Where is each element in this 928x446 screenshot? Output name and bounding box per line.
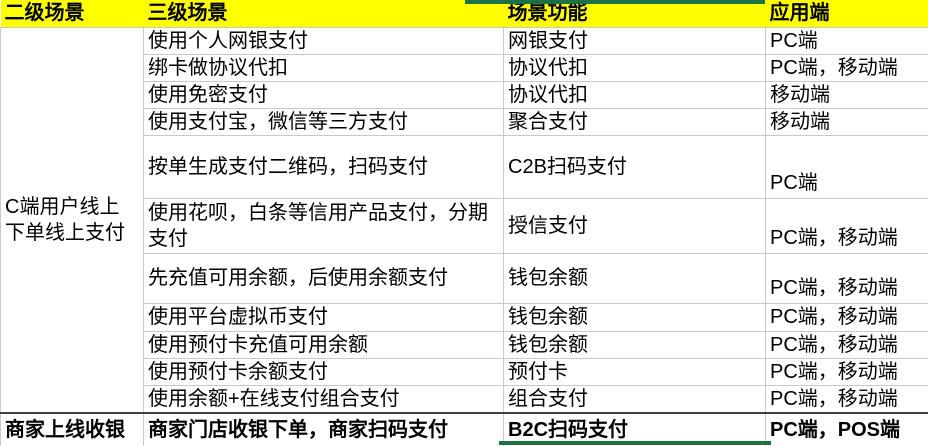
cell-application-client[interactable]: PC端，移动端 [765, 357, 928, 386]
header-tertiary-scene[interactable]: 三级场景 [143, 0, 504, 28]
cell-tertiary-scene[interactable]: 使用个人网银支付 [143, 26, 504, 55]
table-row: 先充值可用余额，后使用余额支付 钱包余额 PC端，移动端 [1, 252, 928, 304]
cell-application-client[interactable]: PC端，POS端 [765, 412, 928, 446]
cell-scene-function[interactable]: B2C扫码支付 [503, 412, 766, 446]
merged-cell-secondary-scene[interactable]: C端用户线上下单线上支付 [0, 26, 144, 414]
cell-scene-function[interactable]: 组合支付 [503, 384, 766, 414]
table-row: 按单生成支付二维码，扫码支付 C2B扫码支付 PC端 [1, 134, 928, 199]
cell-application-client[interactable]: PC端 [765, 134, 928, 199]
header-secondary-scene[interactable]: 二级场景 [0, 0, 144, 28]
cell-application-client[interactable]: PC端，移动端 [765, 53, 928, 82]
cell-application-client[interactable]: PC端 [765, 26, 928, 55]
table-row: C端用户线上下单线上支付 使用个人网银支付 网银支付 PC端 [0, 26, 928, 414]
table-row: 绑卡做协议代扣 协议代扣 PC端，移动端 [1, 53, 928, 82]
cell-scene-function[interactable]: C2B扫码支付 [503, 134, 766, 199]
green-bottom-strip [499, 441, 771, 445]
cell-tertiary-scene[interactable]: 商家门店收银下单，商家扫码支付 [143, 412, 504, 446]
table-row: 使用预付卡余额支付 预付卡 PC端，移动端 [1, 357, 928, 386]
cell-tertiary-scene[interactable]: 使用花呗，白条等信用产品支付，分期支付 [143, 197, 504, 254]
header-row: 二级场景 三级场景 场景功能 应用端 [0, 0, 928, 28]
table-row: 使用余额+在线支付组合支付 组合支付 PC端，移动端 [1, 384, 928, 414]
table-row: 使用花呗，白条等信用产品支付，分期支付 授信支付 PC端，移动端 [1, 197, 928, 254]
cell-scene-function[interactable]: 协议代扣 [503, 80, 766, 109]
header-scene-function[interactable]: 场景功能 [503, 0, 766, 28]
cell-secondary-scene[interactable]: 商家上线收银 [0, 412, 144, 446]
cell-scene-function[interactable]: 钱包余额 [503, 252, 766, 304]
cell-application-client[interactable]: PC端，移动端 [765, 302, 928, 332]
cell-scene-function[interactable]: 聚合支付 [503, 107, 766, 136]
cell-tertiary-scene[interactable]: 使用余额+在线支付组合支付 [143, 384, 504, 414]
cell-tertiary-scene[interactable]: 先充值可用余额，后使用余额支付 [143, 252, 504, 304]
cell-application-client[interactable]: PC端，移动端 [765, 252, 928, 304]
footer-row: 商家上线收银 商家门店收银下单，商家扫码支付 B2C扫码支付 PC端，POS端 [0, 412, 928, 446]
cell-tertiary-scene[interactable]: 绑卡做协议代扣 [143, 53, 504, 82]
cell-scene-function[interactable]: 协议代扣 [503, 53, 766, 82]
table-row: 使用平台虚拟币支付 钱包余额 PC端，移动端 [1, 302, 928, 332]
cell-tertiary-scene[interactable]: 使用平台虚拟币支付 [143, 302, 504, 332]
cell-tertiary-scene[interactable]: 使用预付卡充值可用余额 [143, 330, 504, 359]
cell-application-client[interactable]: 移动端 [765, 80, 928, 109]
cell-scene-function[interactable]: 钱包余额 [503, 302, 766, 332]
table-row: 使用预付卡充值可用余额 钱包余额 PC端，移动端 [1, 330, 928, 359]
cell-scene-function[interactable]: 网银支付 [503, 26, 766, 55]
cell-application-client[interactable]: PC端，移动端 [765, 384, 928, 414]
cell-application-client[interactable]: 移动端 [765, 107, 928, 136]
table-row: 使用支付宝，微信等三方支付 聚合支付 移动端 [1, 107, 928, 136]
cell-tertiary-scene[interactable]: 按单生成支付二维码，扫码支付 [143, 134, 504, 199]
green-top-strip [465, 0, 765, 4]
cell-application-client[interactable]: PC端，移动端 [765, 330, 928, 359]
cell-tertiary-scene[interactable]: 使用支付宝，微信等三方支付 [143, 107, 504, 136]
cell-tertiary-scene[interactable]: 使用预付卡余额支付 [143, 357, 504, 386]
cell-scene-function[interactable]: 预付卡 [503, 357, 766, 386]
cell-tertiary-scene[interactable]: 使用免密支付 [143, 80, 504, 109]
cell-scene-function[interactable]: 授信支付 [503, 197, 766, 254]
merged-cell-text: C端用户线上下单线上支付 [5, 195, 125, 244]
cell-scene-function[interactable]: 钱包余额 [503, 330, 766, 359]
cell-application-client[interactable]: PC端，移动端 [765, 197, 928, 254]
header-application-client[interactable]: 应用端 [765, 0, 928, 28]
table-row: 使用免密支付 协议代扣 移动端 [1, 80, 928, 109]
